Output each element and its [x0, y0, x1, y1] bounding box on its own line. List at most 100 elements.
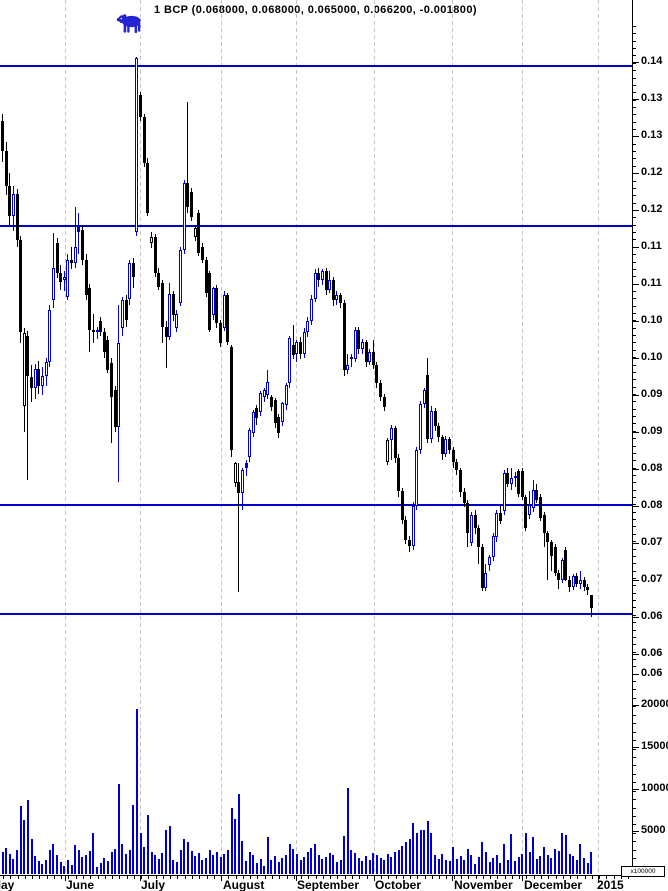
- volume-minor-tick: [632, 723, 636, 725]
- volume-bar: [8, 853, 11, 874]
- time-minor-tick: [468, 876, 470, 879]
- volume-bar: [41, 863, 44, 874]
- candle-wick: [547, 531, 549, 580]
- volume-bar: [194, 856, 197, 874]
- candle-body: [506, 472, 510, 484]
- price-minor-tick: [632, 254, 636, 256]
- candle-body: [120, 300, 124, 329]
- volume-bar: [350, 850, 353, 874]
- volume-major-tick: [632, 789, 639, 790]
- time-minor-tick: [112, 876, 114, 879]
- time-minor-tick: [453, 876, 455, 879]
- candle-body: [66, 260, 70, 298]
- volume-bar: [343, 836, 346, 874]
- volume-bar: [506, 859, 509, 874]
- volume-bar: [517, 857, 520, 874]
- month-gridline: [221, 0, 222, 875]
- price-minor-tick: [632, 497, 636, 499]
- price-axis-label: 0.08: [641, 499, 663, 511]
- price-axis-label: 0.06: [641, 647, 663, 659]
- price-minor-tick: [632, 129, 636, 131]
- volume-axis-label: 5000: [641, 824, 666, 836]
- time-minor-tick: [519, 876, 521, 879]
- volume-bar: [546, 854, 549, 874]
- price-major-tick: [632, 506, 639, 507]
- volume-bar: [339, 860, 342, 874]
- time-minor-tick: [162, 876, 164, 879]
- bear-eye: [120, 17, 123, 20]
- candle-body: [397, 457, 401, 492]
- price-minor-tick: [632, 578, 636, 579]
- candle-body: [586, 587, 590, 591]
- volume-minor-tick: [632, 697, 636, 699]
- month-label: October: [375, 878, 422, 891]
- price-minor-tick: [632, 114, 636, 116]
- candle-body: [535, 489, 539, 501]
- time-minor-tick: [10, 876, 12, 879]
- price-major-tick: [632, 395, 639, 396]
- candle-body: [48, 309, 52, 363]
- volume-bar: [299, 859, 302, 874]
- volume-bar: [179, 849, 182, 874]
- price-minor-tick: [632, 335, 636, 337]
- candle-body: [91, 329, 95, 333]
- candle-body: [422, 389, 426, 404]
- candle-body: [171, 293, 175, 316]
- time-minor-tick: [315, 876, 317, 879]
- volume-minor-tick: [632, 841, 636, 843]
- time-minor-tick: [250, 876, 252, 879]
- candle-wick: [514, 471, 516, 487]
- price-major-tick: [632, 543, 639, 544]
- candle-body: [433, 411, 437, 427]
- price-minor-tick: [632, 533, 636, 535]
- candle-wick: [347, 354, 349, 375]
- candle-wick: [390, 424, 392, 461]
- price-major-tick: [632, 580, 639, 581]
- time-minor-tick: [337, 876, 339, 879]
- volume-bar: [441, 853, 444, 874]
- candle-body: [509, 477, 513, 484]
- volume-bar: [314, 844, 317, 874]
- volume-bar: [332, 854, 335, 874]
- time-minor-tick: [148, 876, 150, 879]
- candle-body: [328, 280, 332, 290]
- volume-bar: [514, 861, 517, 874]
- volume-bar: [590, 852, 593, 874]
- volume-bar: [532, 836, 535, 874]
- time-minor-tick: [381, 876, 383, 879]
- candle-body: [62, 276, 66, 281]
- volume-bar: [219, 857, 222, 874]
- time-minor-tick: [170, 876, 172, 879]
- price-major-tick: [632, 136, 639, 137]
- candle-body: [219, 323, 223, 344]
- volume-bar: [132, 804, 135, 874]
- volume-bar: [175, 862, 178, 874]
- volume-bar: [226, 849, 229, 874]
- price-axis-label: 0.13: [641, 92, 663, 104]
- time-minor-tick: [68, 876, 70, 879]
- candle-body: [462, 491, 466, 504]
- volume-bar: [205, 857, 208, 874]
- candle-body: [51, 267, 55, 301]
- price-minor-tick: [632, 151, 636, 153]
- candle-wick: [74, 207, 76, 268]
- candle-body: [477, 528, 481, 547]
- volume-bar: [404, 841, 407, 874]
- volume-bar: [535, 858, 538, 874]
- candle-body: [55, 243, 59, 273]
- time-minor-tick: [511, 876, 513, 879]
- candle-body: [455, 462, 459, 471]
- candle-body: [389, 428, 393, 441]
- time-minor-tick: [366, 876, 368, 879]
- price-axis-label: 0.10: [641, 314, 663, 326]
- time-minor-tick: [497, 876, 499, 879]
- volume-axis-label: 10000: [641, 782, 668, 794]
- month-gridline: [374, 0, 375, 875]
- price-minor-tick: [632, 474, 636, 476]
- price-major-tick: [632, 284, 639, 285]
- time-minor-tick: [555, 876, 557, 879]
- candle-body: [560, 560, 564, 580]
- candle-body: [309, 298, 313, 321]
- volume-bar: [266, 836, 269, 874]
